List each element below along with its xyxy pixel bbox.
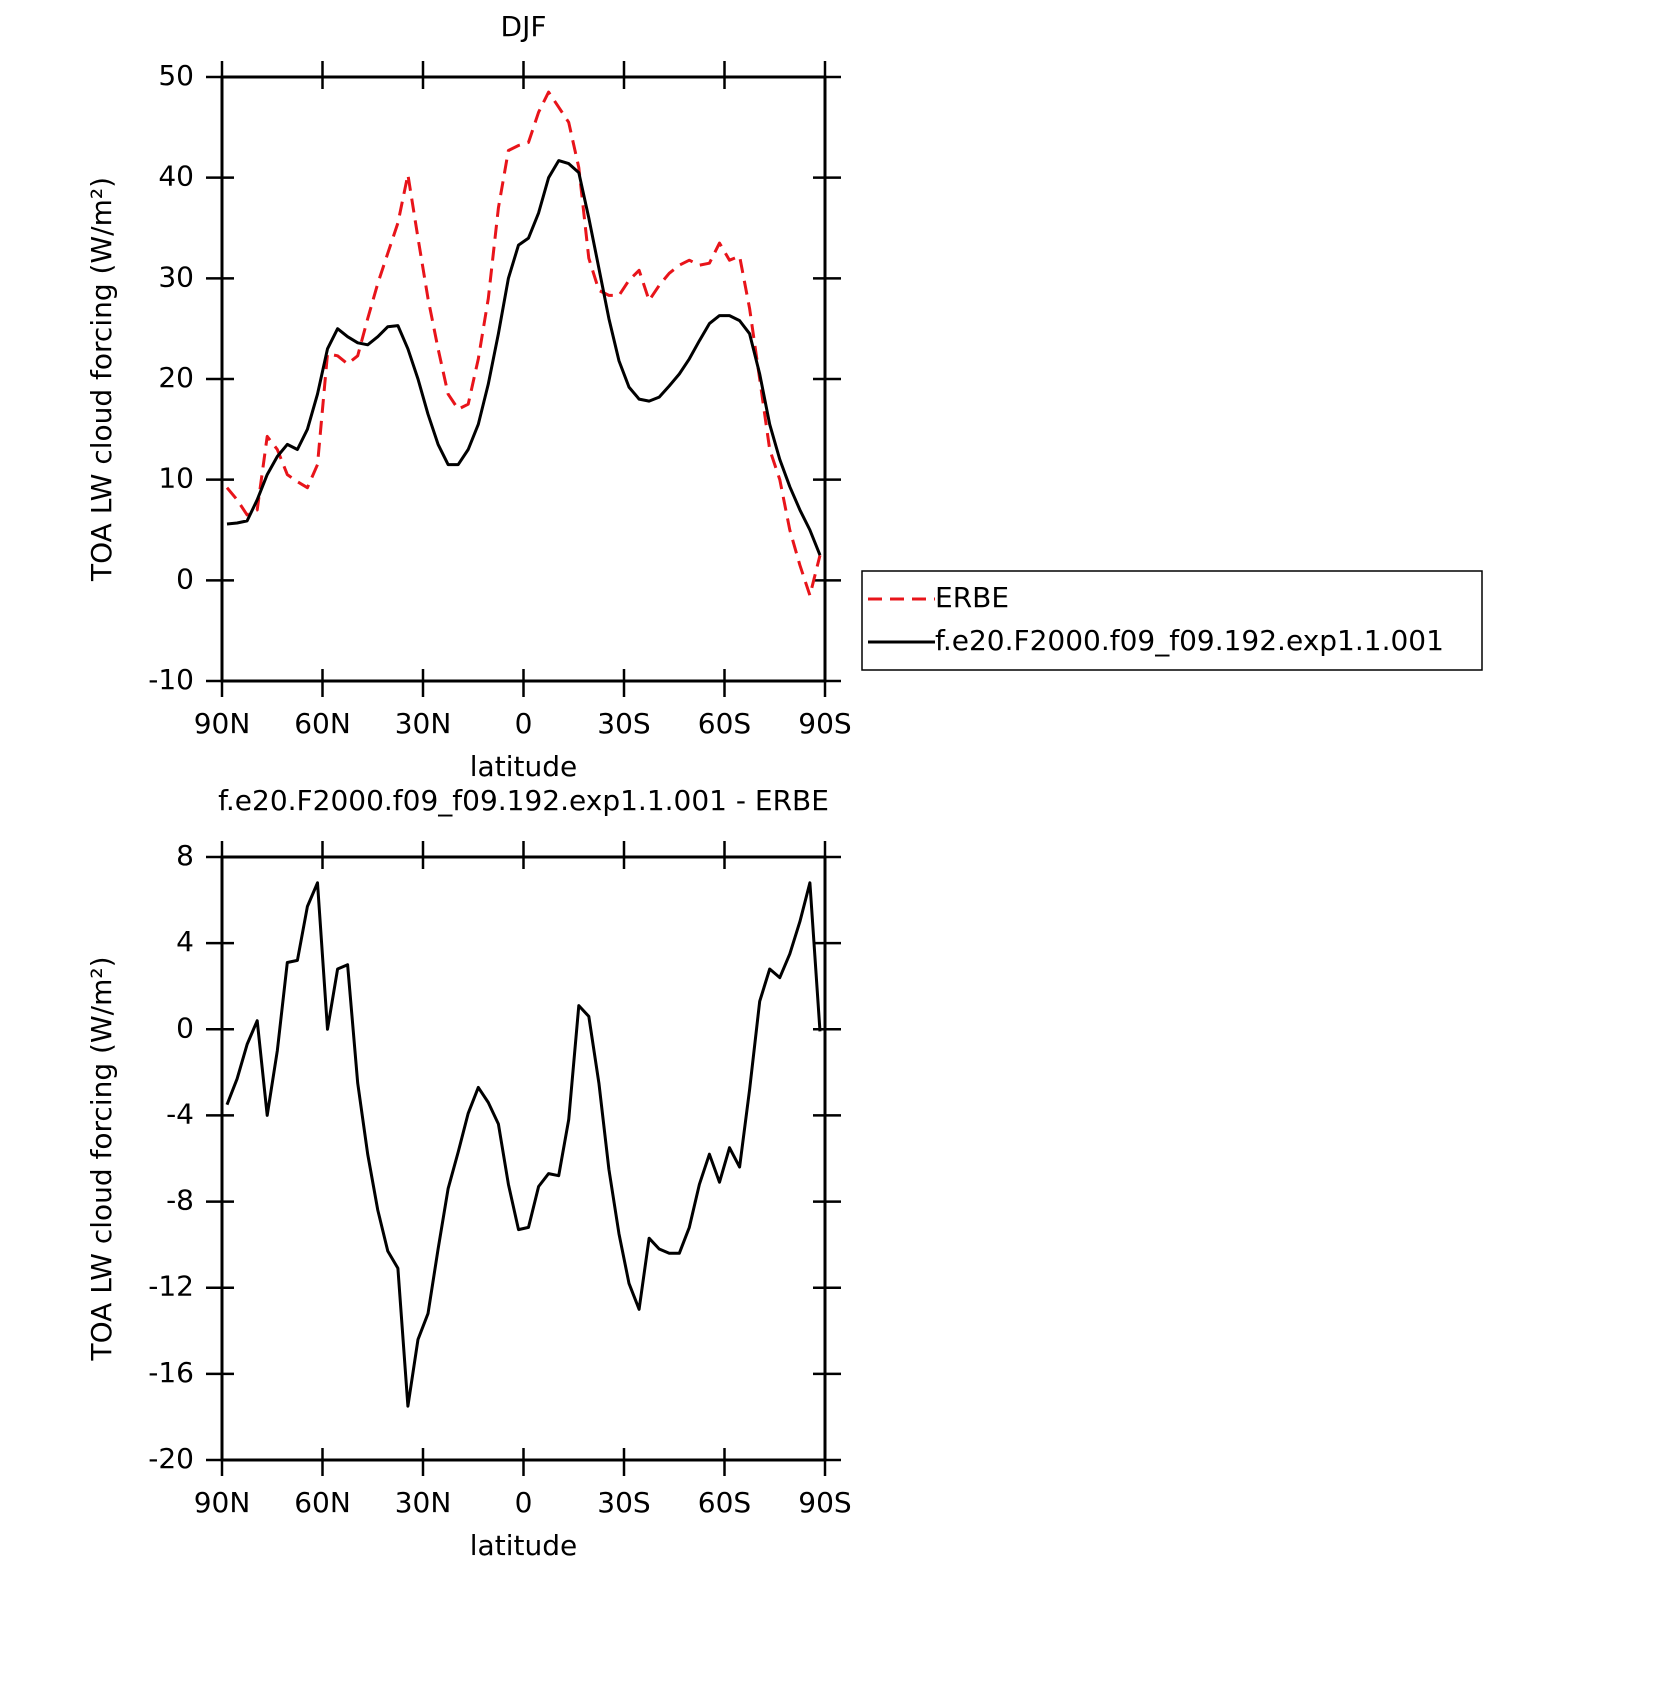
y-tick-label: 50 — [158, 59, 194, 92]
legend-label: f.e20.F2000.f09_f09.192.exp1.1.001 — [935, 624, 1444, 657]
x-tick-label: 60S — [698, 1486, 751, 1519]
y-tick-label: -20 — [148, 1442, 194, 1475]
y-axis-label: TOA LW cloud forcing (W/m²) — [85, 177, 118, 582]
y-tick-label: 0 — [176, 1011, 194, 1044]
x-tick-label: 60N — [294, 707, 351, 740]
chart-title: f.e20.F2000.f09_f09.192.exp1.1.001 - ERB… — [218, 784, 829, 817]
x-axis-label: latitude — [470, 750, 577, 783]
x-tick-label: 90N — [194, 707, 251, 740]
y-tick-label: 0 — [176, 562, 194, 595]
data-line — [225, 881, 822, 1408]
x-tick-label: 0 — [515, 1486, 533, 1519]
x-tick-label: 0 — [515, 707, 533, 740]
x-tick-label: 30N — [395, 707, 452, 740]
y-tick-label: 20 — [158, 361, 194, 394]
x-tick-label: 30N — [395, 1486, 452, 1519]
data-line — [225, 90, 822, 597]
x-tick-label: 60S — [698, 707, 751, 740]
x-axis-label: latitude — [470, 1529, 577, 1562]
y-tick-label: 10 — [158, 462, 194, 495]
data-line — [226, 159, 822, 556]
x-tick-label: 30S — [597, 707, 650, 740]
y-tick-label: -12 — [148, 1270, 194, 1303]
plot-frame — [220, 75, 827, 683]
y-tick-label: 4 — [176, 925, 194, 958]
y-axis-label: TOA LW cloud forcing (W/m²) — [85, 957, 118, 1362]
y-tick-label: -16 — [148, 1356, 194, 1389]
x-tick-label: 90N — [194, 1486, 251, 1519]
x-tick-label: 90S — [798, 707, 851, 740]
y-tick-label: -8 — [166, 1184, 194, 1217]
x-tick-label: 90S — [798, 1486, 851, 1519]
y-tick-label: -4 — [166, 1097, 194, 1130]
legend-box — [861, 570, 1483, 671]
x-tick-label: 30S — [597, 1486, 650, 1519]
y-tick-label: -10 — [148, 663, 194, 696]
y-tick-label: 40 — [158, 160, 194, 193]
y-tick-label: 8 — [176, 839, 194, 872]
y-tick-label: 30 — [158, 260, 194, 293]
chart-title: DJF — [501, 10, 547, 43]
x-tick-label: 60N — [294, 1486, 351, 1519]
legend-label: ERBE — [935, 581, 1009, 614]
